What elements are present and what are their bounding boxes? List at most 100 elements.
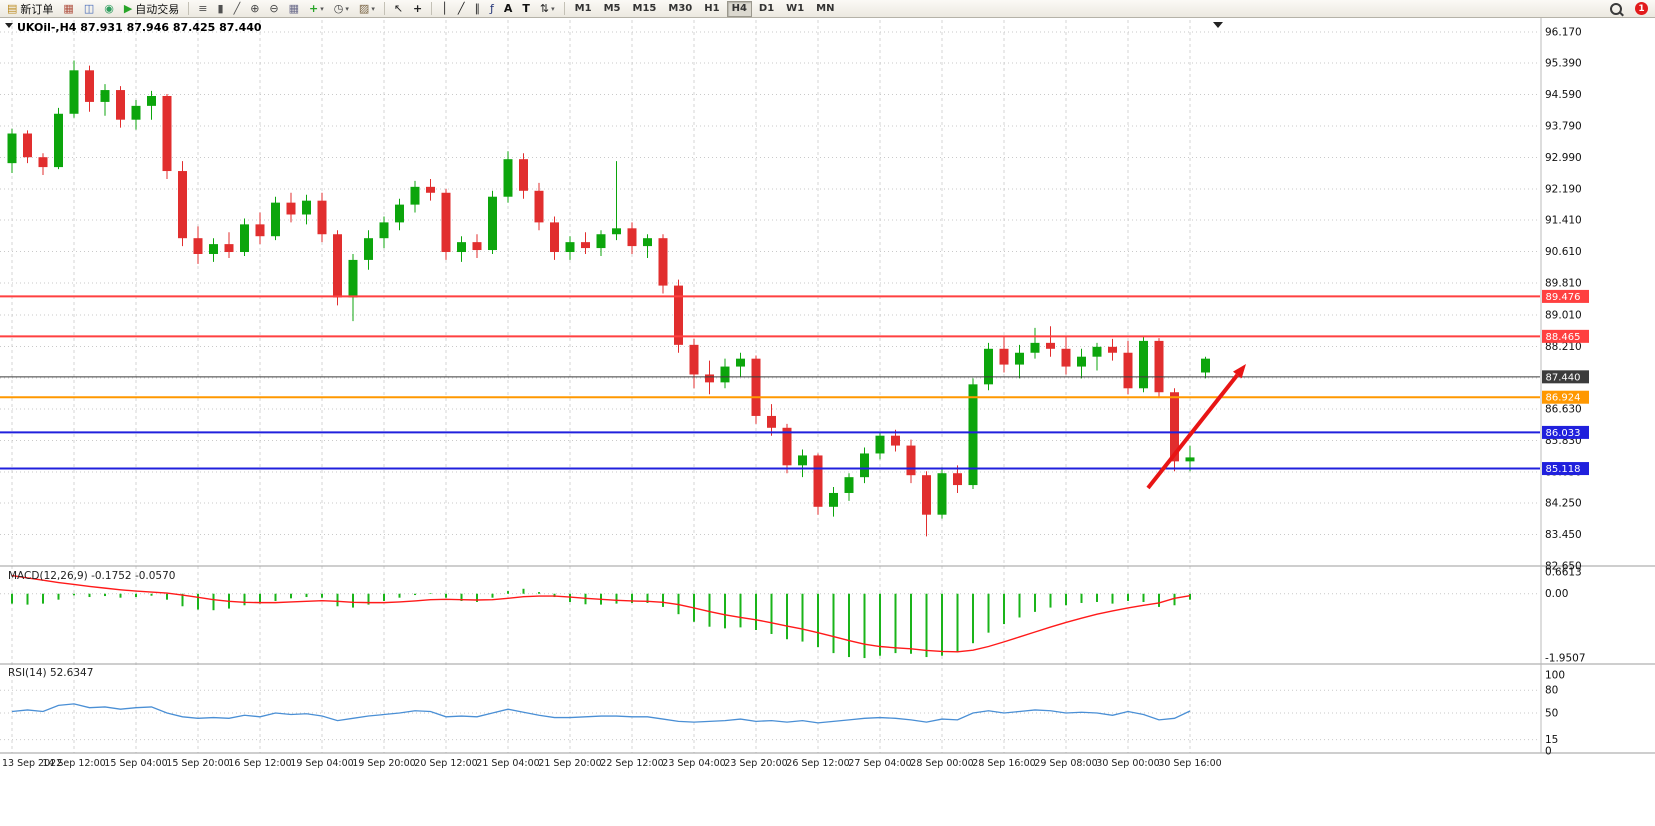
rsi-axis-label: 80 <box>1545 685 1558 697</box>
time-label: 14 Sep 12:00 <box>42 758 105 769</box>
profiles-button[interactable]: ◫ <box>80 0 98 17</box>
candle <box>550 222 559 253</box>
template-icon: ▨ <box>358 2 370 15</box>
fibonacci-button[interactable]: ƒ <box>486 0 498 17</box>
time-label: 21 Sep 20:00 <box>538 758 601 769</box>
time-label: 22 Sep 12:00 <box>600 758 663 769</box>
periods-button[interactable]: ◷ ▾ <box>330 0 353 17</box>
candle <box>1046 342 1055 349</box>
timeframe-mn-button[interactable]: MN <box>816 2 835 14</box>
candle <box>798 455 807 466</box>
label-tool-button[interactable]: T <box>518 0 534 17</box>
chart-canvas[interactable]: 96.170 95.390 94.590 93.790 92.990 92.190 91.4… <box>0 18 1655 822</box>
candle <box>674 285 683 345</box>
candle <box>643 238 652 247</box>
candle <box>7 133 17 164</box>
macd-axis-label: -1.9507 <box>1545 653 1586 665</box>
candle <box>875 435 885 454</box>
candle <box>488 196 497 251</box>
timeframe-w1-button[interactable]: W1 <box>786 2 805 14</box>
rsi-axis-label: 100 <box>1545 670 1565 682</box>
price-tick-label: 90.610 <box>1545 246 1582 258</box>
timeframe-m1-button[interactable]: M1 <box>574 2 592 14</box>
fibo-icon: ƒ <box>490 2 494 15</box>
rsi-axis-label: 50 <box>1545 708 1558 720</box>
candle <box>860 453 869 478</box>
arrowhead-icon <box>1233 364 1246 379</box>
timeframe-m30-button[interactable]: M30 <box>668 2 693 14</box>
arrows-tool-button[interactable]: ⇅ ▾ <box>536 0 559 17</box>
candle <box>286 202 296 215</box>
rsi-label: RSI(14) 52.6347 <box>8 667 93 679</box>
equidistant-channel-button[interactable]: ∥ <box>471 0 485 17</box>
candle <box>54 113 63 168</box>
candle <box>705 374 714 383</box>
line-chart-type-button[interactable]: ╱ <box>230 0 245 17</box>
candle <box>116 90 125 120</box>
toolbar-items: ▤ 新订单 ▦ ◫ ◉ ▶ 自动交易 ≡ ▮ ╱ ⊕ ⊖ ▦ + ▾ ◷ ▾ ▨ ▾ ↖ + │ ╱ ∥ ƒ A T ⇅ ▾ M1 M5 M1… <box>2 0 841 17</box>
time-label: 15 Sep 20:00 <box>166 758 229 769</box>
community-button[interactable]: ◉ <box>100 0 118 17</box>
search-button[interactable] <box>1606 0 1626 17</box>
candles-icon: ▮ <box>217 2 224 15</box>
arrows-icon: ⇅ <box>539 2 550 15</box>
timeframe-h1-button[interactable]: H1 <box>704 2 720 14</box>
price-tag-label: 86.924 <box>1546 393 1581 404</box>
candle <box>1185 457 1195 462</box>
tile-windows-button[interactable]: ▦ <box>285 0 303 17</box>
candle <box>178 171 187 239</box>
templates-button[interactable]: ▨ ▾ <box>355 0 379 17</box>
price-tick-label: 91.410 <box>1545 215 1582 227</box>
crosshair-button[interactable]: + <box>409 0 426 17</box>
timeframe-d1-button[interactable]: D1 <box>758 2 775 14</box>
zoom-out-button[interactable]: ⊖ <box>265 0 282 17</box>
candle <box>472 242 482 251</box>
time-label: 19 Sep 20:00 <box>352 758 415 769</box>
text-tool-button[interactable]: A <box>500 0 517 17</box>
candle <box>348 259 358 298</box>
candle <box>596 234 606 249</box>
candle <box>255 224 265 237</box>
price-tag <box>1542 370 1589 384</box>
price-tag-label: 89.476 <box>1546 292 1581 303</box>
cursor-button[interactable]: ↖ <box>390 0 407 17</box>
indicators-button[interactable]: + ▾ <box>305 0 328 17</box>
candle <box>751 358 761 416</box>
candle <box>302 200 311 215</box>
time-label: 30 Sep 16:00 <box>1158 758 1221 769</box>
trend-line-button[interactable]: ╱ <box>454 0 469 17</box>
candle <box>1170 392 1179 462</box>
price-tag <box>1542 390 1589 404</box>
candle <box>410 186 420 205</box>
time-label: 19 Sep 04:00 <box>290 758 353 769</box>
chart-menu-icon[interactable] <box>5 23 13 28</box>
candle <box>922 475 931 515</box>
bars-icon: ≡ <box>198 2 208 15</box>
timeframe-m15-button[interactable]: M15 <box>632 2 657 14</box>
timeframe-m5-button[interactable]: M5 <box>603 2 621 14</box>
price-tag <box>1542 329 1589 343</box>
candle <box>503 159 513 197</box>
tline-icon: ╱ <box>457 2 465 15</box>
time-label: 29 Sep 08:00 <box>1034 758 1097 769</box>
candlestick-type-button[interactable]: ▮ <box>214 0 228 17</box>
grid-icon: ▦ <box>288 2 300 15</box>
time-label: 20 Sep 12:00 <box>414 758 477 769</box>
auto-trading-button[interactable]: ▶ 自动交易 <box>120 0 183 17</box>
charts-window-button[interactable]: ▦ <box>59 0 77 17</box>
bar-chart-type-button[interactable]: ≡ <box>194 0 211 17</box>
candle <box>38 157 48 168</box>
candle <box>364 238 373 260</box>
candle <box>23 133 32 158</box>
price-tick-label: 94.590 <box>1545 89 1582 101</box>
trend-arrow[interactable] <box>1146 364 1246 490</box>
dropdown-marker-icon[interactable] <box>1213 22 1223 28</box>
candle <box>69 70 79 114</box>
zoom-in-button[interactable]: ⊕ <box>246 0 263 17</box>
timeframe-h4-button[interactable]: H4 <box>726 0 752 17</box>
new-order-button[interactable]: ▤ 新订单 <box>3 0 57 17</box>
notification-badge[interactable]: 1 <box>1635 2 1648 15</box>
candle <box>612 228 621 235</box>
price-tag <box>1542 289 1589 303</box>
vertical-line-button[interactable]: │ <box>437 0 452 17</box>
